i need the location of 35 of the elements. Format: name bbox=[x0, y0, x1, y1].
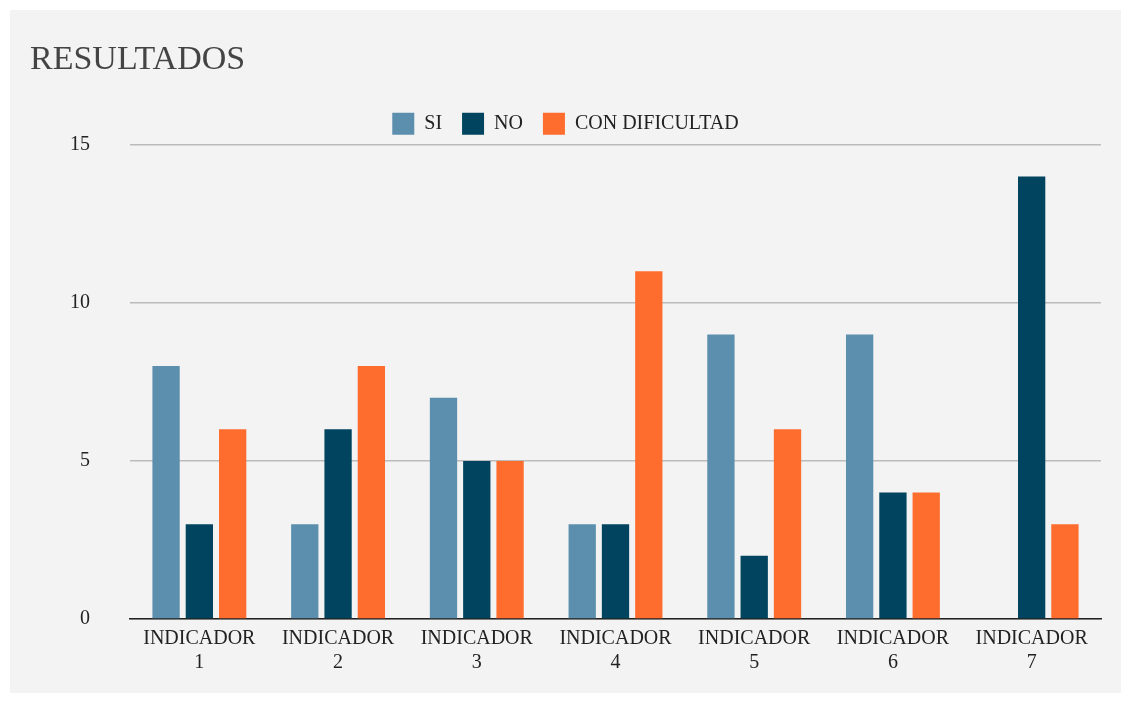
legend-label: NO bbox=[494, 111, 523, 134]
bar bbox=[707, 334, 735, 619]
bar bbox=[635, 271, 663, 619]
bar bbox=[773, 429, 802, 619]
x-tick-label: INDICADOR 1 bbox=[143, 626, 257, 673]
y-tick-label: 0 bbox=[80, 606, 90, 629]
bar bbox=[357, 366, 386, 619]
bar bbox=[324, 429, 352, 619]
bar bbox=[879, 492, 907, 619]
x-tick-label: INDICADOR 2 bbox=[281, 626, 395, 673]
legend-label: CON DIFICULTAD bbox=[574, 111, 739, 134]
bar bbox=[291, 524, 319, 619]
x-tick-label: INDICADOR 6 bbox=[836, 626, 950, 673]
legend-label: SI bbox=[424, 111, 443, 134]
y-tick-label: 15 bbox=[70, 132, 90, 155]
chart-title: RESULTADOS bbox=[30, 39, 246, 77]
bar bbox=[1017, 176, 1046, 619]
y-tick-label: 5 bbox=[80, 448, 90, 471]
bar bbox=[429, 397, 458, 619]
bar bbox=[185, 524, 214, 619]
bar bbox=[496, 460, 524, 619]
bar bbox=[601, 524, 630, 619]
bar bbox=[912, 492, 940, 619]
bar bbox=[845, 334, 874, 619]
bar bbox=[740, 555, 768, 619]
x-tick-label: INDICADOR 4 bbox=[559, 626, 673, 673]
bar bbox=[219, 429, 247, 619]
x-tick-label: INDICADOR 7 bbox=[975, 626, 1089, 673]
bar bbox=[1051, 524, 1079, 619]
bar bbox=[152, 366, 180, 619]
y-tick-label: 10 bbox=[70, 290, 90, 313]
x-tick-label: INDICADOR 5 bbox=[698, 626, 811, 673]
bar bbox=[568, 524, 596, 619]
x-tick-label: INDICADOR 3 bbox=[420, 626, 534, 673]
bar bbox=[463, 460, 491, 619]
